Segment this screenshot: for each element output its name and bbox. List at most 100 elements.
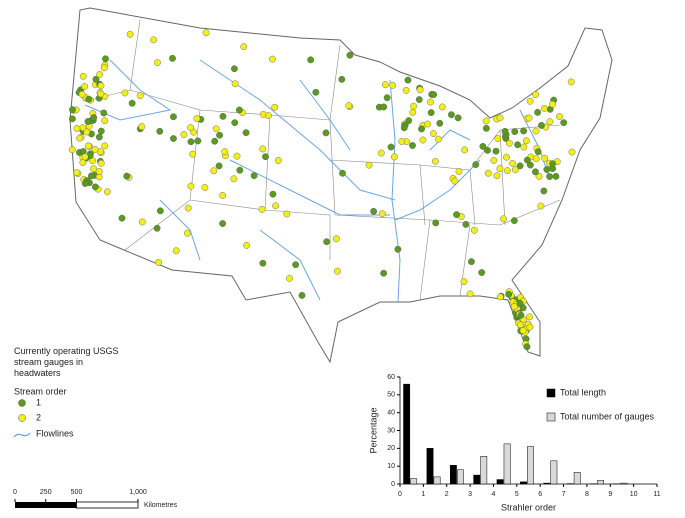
- gauge-point: [212, 125, 220, 133]
- legend-label: Flowlines: [36, 428, 74, 438]
- gauge-point: [505, 290, 513, 298]
- gauge-point: [430, 91, 438, 98]
- legend-subtitle: Stream order: [14, 386, 67, 396]
- gauge-point: [183, 229, 191, 237]
- gauge-point: [523, 156, 531, 164]
- gauge-point: [121, 89, 129, 97]
- gauge-point: [493, 172, 501, 180]
- bar: [620, 482, 628, 485]
- gauge-point: [453, 211, 460, 219]
- gauge-point: [510, 217, 518, 225]
- gauge-point: [79, 72, 87, 80]
- gauge-point: [201, 184, 209, 191]
- gauge-point: [138, 218, 146, 226]
- legend-swatch: [18, 414, 26, 422]
- gauge-point: [346, 51, 354, 59]
- gauge-point: [532, 91, 539, 99]
- gauge-point: [494, 135, 502, 142]
- gauge-point: [520, 127, 527, 135]
- gauge-point: [418, 125, 425, 133]
- gauge-point: [509, 159, 516, 167]
- gauge-point: [156, 127, 164, 135]
- bar: [496, 479, 504, 485]
- gauge-point: [136, 92, 144, 99]
- gauge-point: [219, 192, 227, 199]
- gauge-point: [455, 168, 463, 175]
- gauge-point: [90, 165, 98, 173]
- gauge-point: [424, 120, 432, 128]
- gauge-point: [83, 128, 91, 136]
- gauge-point: [91, 183, 99, 191]
- gauge-point: [543, 166, 551, 173]
- scale-label: 0: [13, 489, 17, 496]
- gauge-point: [73, 169, 81, 176]
- gauge-point: [522, 137, 530, 145]
- gauge-point: [500, 215, 507, 223]
- gauge-point: [429, 130, 437, 137]
- gauge-point: [380, 269, 388, 277]
- gauge-point: [172, 247, 180, 255]
- gauge-point: [231, 65, 238, 73]
- gauge-point: [216, 131, 223, 139]
- gauge-point: [138, 123, 146, 131]
- gauge-point: [523, 343, 531, 351]
- x-tick-label: 10: [630, 491, 638, 498]
- gauge-point: [519, 327, 527, 334]
- gauge-point: [118, 214, 126, 222]
- bar: [480, 456, 488, 485]
- gauge-point: [496, 114, 504, 122]
- gauge-point: [211, 137, 219, 145]
- gauge-point: [187, 182, 195, 190]
- gauge-point: [68, 146, 76, 154]
- gauge-point: [496, 293, 504, 301]
- gauge-point: [307, 56, 315, 64]
- bar: [597, 480, 604, 485]
- gauge-point: [345, 102, 353, 110]
- gauge-point: [383, 94, 391, 102]
- gauge-point: [484, 169, 492, 177]
- gauge-point: [492, 147, 500, 155]
- gauge-point: [235, 106, 243, 114]
- gauge-point: [233, 152, 241, 160]
- gauge-point: [540, 104, 548, 112]
- gauge-point: [79, 124, 87, 132]
- gauge-point: [95, 168, 103, 175]
- gauge-point: [332, 235, 340, 243]
- gauge-point: [503, 153, 510, 161]
- gauge-point: [97, 82, 105, 90]
- gauge-point: [517, 311, 525, 319]
- gauge-point: [187, 138, 195, 146]
- gauge-point: [436, 119, 444, 127]
- gauge-point: [265, 112, 272, 119]
- bar: [527, 446, 534, 485]
- gauge-point: [546, 173, 553, 180]
- gauge-point: [431, 157, 439, 165]
- gauge-point: [526, 313, 533, 321]
- gauge-point: [339, 169, 346, 177]
- gauge-point: [552, 172, 560, 180]
- gauge-point: [510, 303, 518, 310]
- legend-label: 2: [36, 412, 41, 422]
- gauge-point: [398, 138, 406, 145]
- gauge-point: [390, 153, 398, 161]
- gauge-point: [394, 245, 402, 253]
- y-axis-title: Percentage: [368, 407, 378, 453]
- gauge-point: [292, 261, 300, 269]
- gauge-point: [516, 162, 524, 170]
- legend-swatch: [18, 399, 26, 407]
- bar: [410, 478, 418, 485]
- gauge-point: [81, 153, 89, 161]
- gauge-point: [468, 258, 475, 266]
- scale-unit: Kilometres: [144, 502, 178, 509]
- gauge-point: [170, 135, 177, 142]
- gauge-point: [516, 299, 524, 307]
- gauge-point: [540, 187, 548, 195]
- gauge-point: [210, 167, 218, 175]
- y-tick-label: 20: [387, 445, 395, 452]
- gauge-point: [416, 86, 424, 94]
- gauge-point: [541, 154, 549, 162]
- gauge-point: [434, 135, 442, 143]
- gauge-point: [532, 168, 539, 176]
- gauge-point: [85, 95, 93, 103]
- gauge-point: [242, 129, 250, 137]
